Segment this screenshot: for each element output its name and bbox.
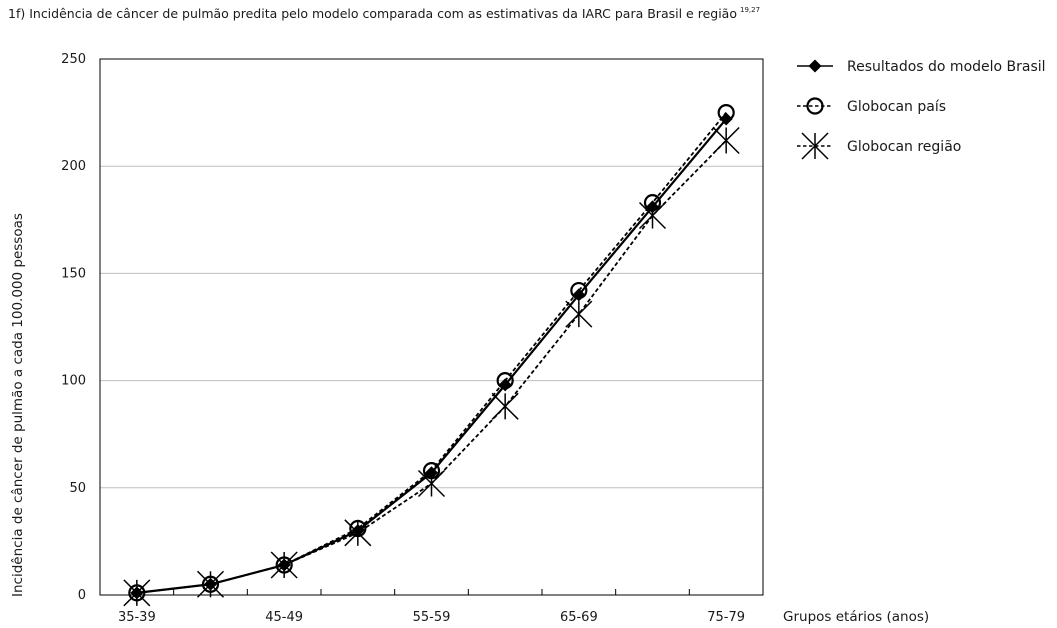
data-point: [130, 586, 144, 600]
x-tick-label: 55-59: [413, 610, 451, 625]
legend-marker: [808, 59, 822, 73]
series-line: [136, 139, 727, 594]
data-point: [719, 112, 733, 126]
series-layer: [123, 103, 740, 607]
grid-lines: [100, 165, 763, 489]
data-point: [204, 577, 217, 591]
data-point: [277, 558, 291, 572]
legend-label: Globocan país: [847, 99, 946, 115]
plot-frame: [99, 58, 764, 596]
data-point: [572, 288, 586, 302]
y-tick-label: 150: [61, 266, 86, 281]
x-tick-label: 35-39: [118, 610, 156, 625]
y-tick-label: 200: [61, 159, 86, 174]
data-point: [425, 466, 438, 480]
data-point: [646, 200, 659, 214]
y-axis-label: Incidência de câncer de pulmão a cada 10…: [10, 213, 26, 597]
series-line: [136, 118, 728, 594]
chart-title: 1f) Incidência de câncer de pulmão predi…: [8, 6, 760, 21]
x-tick-label: 65-69: [560, 610, 598, 625]
x-tick-label: 75-79: [707, 610, 745, 625]
y-tick-label: 50: [69, 481, 86, 496]
legend-label: Resultados do modelo Brasil: [847, 59, 1046, 75]
x-axis-label: Grupos etários (anos): [783, 609, 929, 625]
data-point: [712, 126, 740, 155]
legend-marker: [806, 97, 824, 115]
y-tick-label: 100: [61, 374, 86, 389]
data-point: [498, 378, 512, 392]
y-tick-label: 250: [61, 52, 86, 67]
data-point: [351, 524, 365, 538]
y-tick-label: 0: [78, 588, 86, 603]
x-tick-label: 45-49: [265, 610, 303, 625]
data-point: [491, 392, 519, 420]
legend-marker: [801, 132, 829, 160]
legend: Resultados do modelo Brasil Globocan país…: [797, 59, 1046, 160]
chart-title-refs: 19,27: [739, 6, 761, 14]
series-line: [136, 112, 727, 594]
legend-item: Globocan país: [797, 97, 946, 115]
legend-label: Globocan região: [847, 139, 961, 155]
chart-title-text: 1f) Incidência de câncer de pulmão predi…: [8, 6, 737, 21]
data-point: [275, 556, 293, 574]
legend-item: Globocan região: [797, 132, 961, 160]
axis-ticks: 0 50 100 150 200 250 35-39 45-49 55-59 65-69 75-79: [61, 52, 764, 625]
legend-item: Resultados do modelo Brasil: [797, 59, 1046, 75]
